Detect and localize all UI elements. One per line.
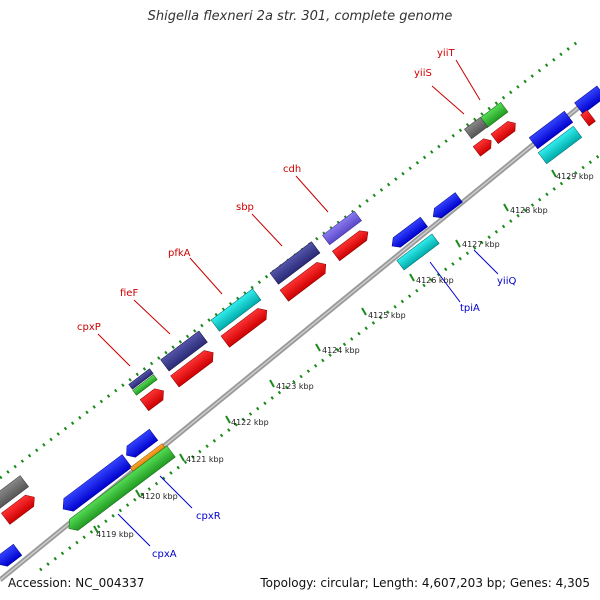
genome-title: Shigella flexneri 2a str. 301, complete … (147, 9, 453, 24)
gene-right-blue-top[interactable] (574, 85, 600, 115)
label-pfkA: pfkA (168, 248, 191, 259)
tick-label-4119: 4119 kbp (96, 530, 134, 539)
gene-blue-4127[interactable] (430, 192, 463, 222)
gene-tpiA[interactable] (396, 233, 440, 271)
leader-lines (97, 59, 499, 547)
gene-cpxA[interactable] (65, 445, 176, 534)
tick-label-4125: 4125 kbp (368, 311, 406, 320)
gene-red-4[interactable] (279, 259, 330, 302)
accession-label: Accession: NC_004337 (8, 576, 145, 590)
inner-dotted-ring (39, 153, 600, 572)
tick-label-4121: 4121 kbp (186, 455, 224, 464)
gene-red-right[interactable] (580, 109, 596, 127)
gene-red-2[interactable] (472, 136, 495, 157)
gene-cpxR[interactable] (58, 454, 133, 516)
gene-blue-4126[interactable] (388, 216, 428, 251)
gene-yiiS[interactable] (464, 116, 488, 140)
kbp-ticks (93, 169, 557, 534)
gene-red-8[interactable] (1, 492, 38, 525)
gene-pfkA[interactable] (210, 288, 262, 332)
gene-cpxP-a[interactable] (128, 368, 154, 390)
label-cdh: cdh (283, 164, 301, 175)
gene-right-blue[interactable] (528, 110, 574, 150)
tick-label-4124: 4124 kbp (322, 346, 360, 355)
label-cpxA: cpxA (152, 549, 177, 560)
gene-red-7[interactable] (139, 385, 168, 412)
label-fieF: fieF (120, 288, 138, 299)
gene-red-6[interactable] (170, 347, 218, 388)
tick-label-4129: 4129 kbp (556, 172, 594, 181)
gene-red-3[interactable] (332, 227, 371, 262)
gene-left-blue-bottom[interactable] (0, 543, 23, 570)
label-yiiT: yiiT (437, 48, 455, 59)
gene-cpxP-b[interactable] (132, 374, 158, 396)
gene-fieF[interactable] (160, 330, 208, 372)
label-yiiQ: yiiQ (497, 276, 516, 287)
label-tpiA: tpiA (460, 303, 480, 314)
gene-cyan-right[interactable] (537, 125, 583, 165)
tick-label-4127: 4127 kbp (462, 240, 500, 249)
label-cpxP: cpxP (77, 322, 101, 333)
tick-label-4128: 4128 kbp (510, 206, 548, 215)
tick-label-4126: 4126 kbp (416, 276, 454, 285)
label-cpxR: cpxR (196, 511, 221, 522)
gene-cdh[interactable] (322, 210, 362, 246)
gene-left-gray[interactable] (0, 475, 29, 509)
gene-sbp[interactable] (269, 241, 321, 285)
gene-red-5[interactable] (220, 305, 271, 348)
gene-features (0, 85, 600, 570)
genome-summary: Topology: circular; Length: 4,607,203 bp… (260, 576, 590, 590)
tick-label-4122: 4122 kbp (231, 418, 269, 427)
gene-blue-4121[interactable] (122, 428, 159, 461)
label-yiiS: yiiS (414, 68, 432, 79)
label-sbp: sbp (236, 202, 254, 213)
tick-label-4120: 4120 kbp (140, 492, 178, 501)
tick-label-4123: 4123 kbp (276, 382, 314, 391)
gene-red-1[interactable] (490, 118, 519, 144)
